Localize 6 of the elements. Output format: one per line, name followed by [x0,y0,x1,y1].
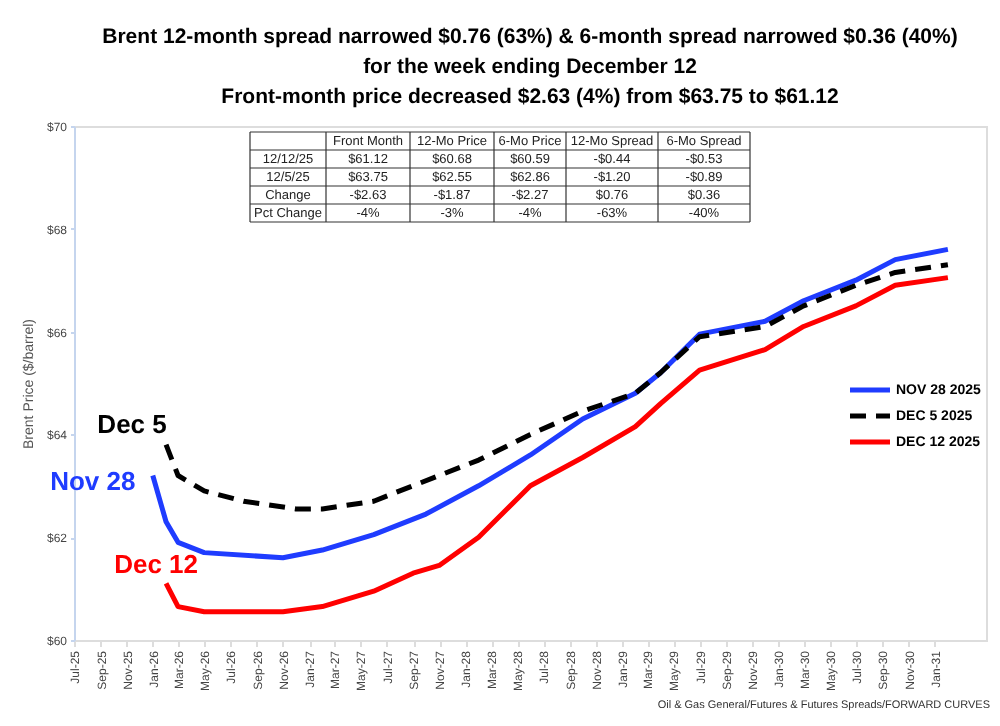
text: Front-month price decreased $2.63 (4%) from $63.75 to $61.12 [221,85,839,109]
text: for the week ending December 12 [363,55,697,79]
annotation: Nov 28 [50,465,136,496]
annotation: Dec 5 [97,408,167,439]
annotation: Dec 12 [114,549,198,580]
text: Brent 12-month spread narrowed $0.76 (63%) & 6-month spread narrowed $0.36 (40%) [102,25,958,49]
